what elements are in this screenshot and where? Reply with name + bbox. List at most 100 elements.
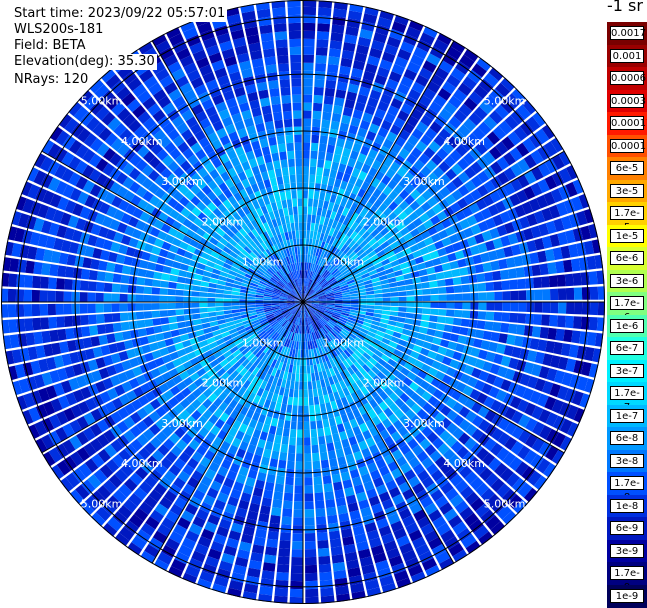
range-gate-cell [155,264,164,272]
range-gate-cell [484,321,493,330]
range-gate-cell [307,222,311,230]
range-gate-cell [287,461,295,470]
range-gate-cell [325,435,333,444]
range-gate-cell [216,284,225,289]
range-gate-cell [308,206,313,214]
range-gate-cell [144,278,153,286]
range-gate-cell [297,182,302,190]
range-gate-cell [290,175,296,183]
range-gate-cell [223,299,231,303]
range-gate-cell [291,421,297,429]
range-gate-cell [168,310,177,317]
range-gate-cell [172,261,181,269]
range-gate-cell [445,317,454,325]
range-gate-cell [306,246,309,254]
range-gate-cell [289,39,301,47]
range-gate-cell [579,331,589,345]
colorbar-level-label: 0.0001 [610,139,644,153]
range-gate-cell [399,302,407,307]
range-gate-cell [294,214,298,222]
range-gate-cell [145,319,154,327]
range-gate-cell [8,319,17,333]
range-gate-cell [8,289,16,302]
range-gate-cell [324,160,332,169]
range-gate-cell [48,317,57,329]
range-gate-cell [215,294,223,298]
range-gate-cell [113,323,122,332]
range-gate-cell [565,316,574,328]
range-gate-cell [122,331,131,340]
range-gate-cell [320,403,326,412]
range-gate-cell [446,294,454,301]
range-gate-cell [320,588,334,597]
range-gate-cell [343,297,351,300]
range-ring-label: 3.00km [403,175,445,188]
range-gate-cell [324,96,334,105]
range-gate-cell [429,315,438,322]
range-gate-cell [320,135,328,144]
range-gate-cell [32,276,41,288]
range-gate-cell [319,143,327,152]
range-gate-cell [541,276,550,287]
range-gate-cell [80,304,88,314]
range-gate-cell [192,308,200,314]
range-gate-cell [279,411,286,420]
range-gate-cell [146,327,155,335]
range-gate-cell [321,120,330,129]
range-gate-cell [325,88,335,97]
range-gate-cell [319,396,325,405]
range-gate-cell [506,334,516,345]
range-gate-cell [277,176,284,185]
range-gate-cell [298,406,303,414]
range-gate-cell [311,135,319,144]
range-gate-cell [289,215,294,223]
range-gate-cell [64,291,72,302]
range-gate-cell [273,491,283,500]
range-gate-cell [303,71,313,79]
colorbar-level-label: 3e-5 [610,184,644,198]
range-gate-cell [335,300,343,302]
range-gate-cell [336,497,346,507]
range-gate-cell [422,308,430,314]
range-gate-cell [483,331,492,341]
range-gate-cell [459,327,468,336]
range-gate-cell [310,159,317,167]
range-gate-cell [285,485,294,494]
range-gate-cell [366,291,374,295]
range-gate-cell [26,333,35,346]
range-gate-cell [334,489,344,498]
range-gate-cell [452,326,461,334]
range-gate-cell [138,328,147,337]
range-gate-cell [176,283,185,290]
range-gate-cell [278,460,286,469]
range-gate-cell [270,515,281,524]
range-gate-cell [295,381,299,389]
range-gate-cell [247,305,255,308]
range-gate-cell [423,295,431,301]
range-gate-cell [470,302,478,310]
range-gate-cell [300,374,304,382]
range-gate-cell [297,430,303,438]
range-gate-cell [276,39,288,48]
range-gate-cell [335,89,346,99]
range-gate-cell [297,422,303,430]
range-gate-cell [431,302,439,308]
range-gate-cell [178,270,187,277]
range-gate-cell [398,312,406,317]
range-gate-cell [64,316,73,327]
range-gate-cell [320,452,328,461]
range-gate-cell [412,320,421,327]
range-gate-cell [232,309,240,313]
range-gate-cell [278,63,289,72]
range-gate-cell [280,79,290,88]
range-gate-cell [312,445,319,454]
range-gate-cell [316,167,323,176]
range-ring-label: 3.00km [403,417,445,430]
range-gate-cell [320,580,333,589]
range-gate-cell [288,159,295,167]
range-gate-cell [216,311,224,316]
range-gate-cell [215,303,223,307]
range-gate-cell [104,304,112,313]
range-gate-cell [298,414,303,422]
range-gate-cell [41,263,50,275]
